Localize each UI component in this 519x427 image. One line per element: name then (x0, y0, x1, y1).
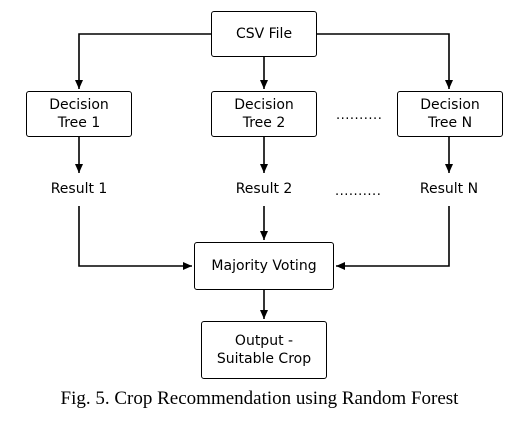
figure-caption: Fig. 5. Crop Recommendation using Random… (60, 388, 459, 409)
csv-file-label: CSV File (235, 26, 293, 42)
arrow-csv-to-tree1 (75, 33, 211, 89)
result-n-label: Result N (419, 181, 479, 197)
ellipsis-trees: .......... (336, 108, 383, 123)
arrow-result1-to-voting (78, 206, 192, 270)
tree1-line1: Decision (49, 97, 109, 113)
output-node: Output - Suitable Crop (201, 321, 327, 379)
tree2-line1: Decision (234, 97, 294, 113)
decision-tree-2-node: Decision Tree 2 (211, 91, 317, 137)
decision-tree-n-node: Decision Tree N (397, 91, 503, 137)
majority-voting-label: Majority Voting (211, 258, 317, 274)
majority-voting-node: Majority Voting (194, 242, 334, 290)
result-2-label: Result 2 (235, 181, 293, 197)
treeN-line1: Decision (420, 97, 480, 113)
tree2-line2: Tree 2 (242, 115, 286, 131)
csv-file-node: CSV File (211, 11, 317, 57)
result-1-label: Result 1 (50, 181, 108, 197)
output-line1: Output - (234, 333, 294, 349)
ellipsis-results: .......... (335, 184, 382, 199)
output-line2: Suitable Crop (216, 351, 312, 367)
treeN-line2: Tree N (427, 115, 473, 131)
decision-tree-1-node: Decision Tree 1 (26, 91, 132, 137)
arrow-resultN-to-voting (336, 206, 450, 270)
arrow-csv-to-treeN (317, 33, 453, 89)
tree1-line2: Tree 1 (57, 115, 101, 131)
